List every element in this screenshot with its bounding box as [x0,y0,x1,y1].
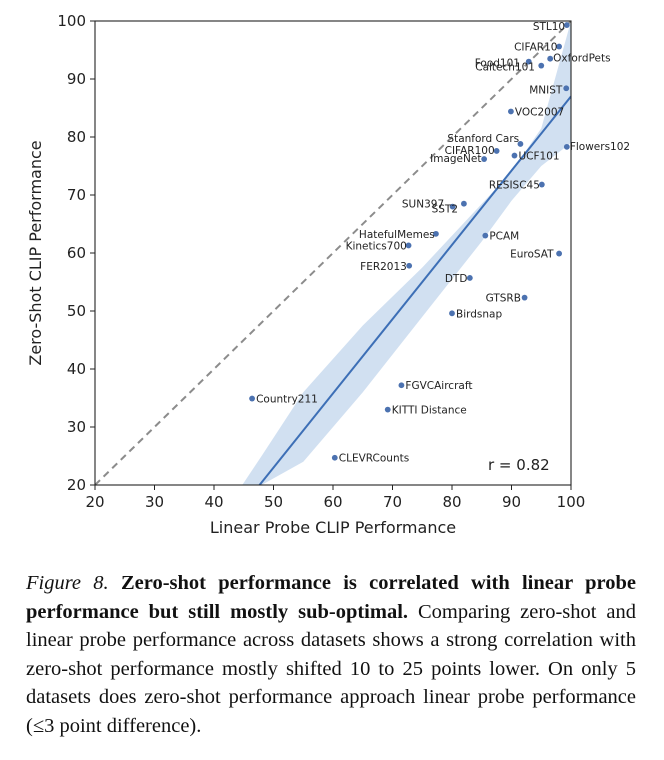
data-point [384,406,391,413]
data-point [556,43,562,50]
data-point [547,55,554,62]
caption-label: Figure 8. [26,572,109,594]
point-label: STL10 [533,21,565,33]
point-label: VOC2007 [515,106,564,118]
point-label: GTSRB [486,293,521,305]
x-tick-label: 70 [383,493,402,511]
data-point [493,148,500,154]
correlation-annotation: r = 0.82 [488,456,550,474]
y-tick-label: 40 [67,360,86,378]
x-tick-label: 40 [204,493,223,511]
data-point [521,294,528,301]
data-point [481,156,488,162]
data-point [563,22,570,28]
data-point [538,181,545,188]
point-label: EuroSAT [510,249,554,261]
data-point [482,232,489,239]
data-point [331,454,338,461]
caption-text: Comparing zero-shot and linear probe per… [26,600,636,737]
regression-line [258,95,571,485]
x-tick-label: 50 [264,493,283,511]
data-point [433,230,439,237]
data-point [563,143,570,150]
point-label: Stanford Cars [447,133,519,145]
point-label: ImageNet [430,153,481,165]
plot-area [95,21,571,485]
point-label: CIFAR10 [514,42,557,54]
data-point [556,250,562,257]
point-label: SUN397 [402,199,444,211]
point-label: DTD [445,273,468,285]
point-label: KITTI Distance [392,405,467,417]
y-tick-label: 80 [67,128,86,146]
point-label: RESISC45 [489,180,540,192]
data-point [449,310,455,317]
data-point [511,152,518,159]
point-label: UCF101 [518,151,559,163]
point-label: MNIST [529,84,563,96]
data-point [517,141,524,147]
scatter-plot: 20 30 40 50 60 70 80 90 100 20 30 40 50 60 70 80 90 100 S… [26,12,630,537]
x-tick-label: 20 [85,493,104,511]
data-point [525,58,532,65]
point-label: Birdsnap [456,308,502,320]
y-tick-label: 100 [57,12,86,30]
caption-bold: Zero-shot performance is correlated with… [26,572,637,623]
point-label: FGVCAircraft [405,380,472,392]
point-labels: STL10 CIFAR10 Food101 OxfordPets Caltech101 M… [256,21,630,465]
y-tick-label: 70 [67,186,86,204]
point-label: Food101 [475,58,520,70]
axis-ticks: 20 30 40 50 60 70 80 90 100 20 30 40 50 60 70 80 90 100 [57,12,585,511]
y-tick-label: 60 [67,244,86,262]
data-point [249,395,255,402]
point-label: CIFAR100 [445,145,495,157]
x-tick-label: 90 [502,493,521,511]
data-point [449,203,456,210]
data-point [405,242,412,249]
data-point [466,275,473,281]
point-label: CLEVRCounts [339,453,409,465]
point-label: FER2013 [360,261,407,273]
y-tick-label: 20 [67,476,86,494]
point-label: Country211 [256,394,318,406]
x-axis-label: Linear Probe CLIP Performance [210,518,456,537]
figure-caption: Figure 8. Zero-shot performance is corre… [26,569,636,740]
data-point [461,200,467,207]
point-label: SST2 [432,204,458,216]
data-point [398,382,405,389]
x-tick-label: 80 [442,493,461,511]
point-label: OxfordPets [553,53,610,65]
x-tick-label: 60 [323,493,342,511]
point-label: Flowers102 [570,141,630,153]
x-tick-label: 100 [557,493,586,511]
x-tick-label: 30 [145,493,164,511]
identity-line [95,21,571,485]
data-point [538,62,545,69]
data-point [563,85,570,92]
y-axis-label: Zero-Shot CLIP Performance [26,140,45,365]
y-tick-label: 90 [67,70,86,88]
y-tick-label: 50 [67,302,86,320]
data-point [508,108,514,115]
point-label: PCAM [489,231,519,243]
point-label: Kinetics700 [346,240,407,252]
point-label: HatefulMemes [359,229,435,241]
y-tick-label: 30 [67,418,86,436]
data-point [406,262,413,269]
point-label: Caltech101 [475,62,535,74]
